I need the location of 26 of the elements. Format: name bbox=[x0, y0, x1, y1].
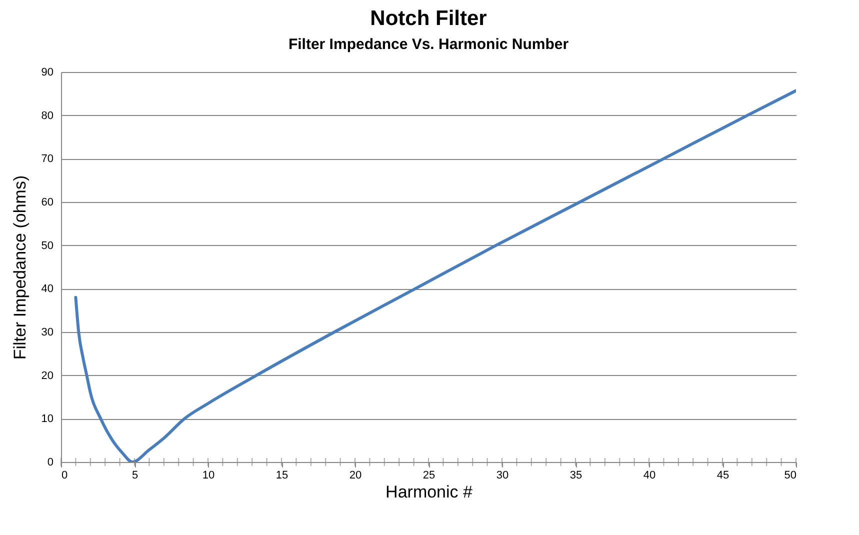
x-tick-label: 10 bbox=[202, 470, 215, 482]
x-tick-label: 50 bbox=[784, 470, 796, 482]
y-tick-label: 10 bbox=[41, 413, 54, 426]
y-tick-label: 40 bbox=[41, 283, 54, 296]
x-tick-label: 45 bbox=[716, 470, 730, 482]
y-tick-label: 70 bbox=[41, 153, 54, 166]
y-tick-label: 20 bbox=[41, 370, 54, 382]
x-tick-label: 0 bbox=[62, 470, 68, 482]
x-tick-label: 20 bbox=[349, 470, 362, 482]
chart-title: Notch Filter bbox=[370, 7, 487, 30]
x-tick-label: 5 bbox=[132, 470, 138, 482]
y-tick-label: 60 bbox=[41, 196, 54, 208]
y-tick-label: 80 bbox=[41, 110, 54, 122]
x-axis-title: Harmonic # bbox=[386, 482, 473, 502]
y-tick-label: 50 bbox=[41, 240, 54, 252]
x-tick-label: 15 bbox=[276, 470, 288, 482]
y-tick-label: 30 bbox=[41, 326, 54, 338]
line-series bbox=[74, 89, 796, 462]
y-tick-label: 0 bbox=[47, 456, 54, 468]
chart-subtitle: Filter Impedance Vs. Harmonic Number bbox=[288, 36, 569, 53]
x-tick-label: 40 bbox=[643, 470, 656, 482]
y-axis-title: Filter Impedance (ohms) bbox=[10, 175, 30, 360]
x-tick-label: 35 bbox=[570, 470, 582, 482]
x-tick-label: 25 bbox=[422, 470, 436, 482]
x-tick-label: 30 bbox=[496, 470, 509, 482]
y-tick-label: 90 bbox=[41, 66, 54, 78]
